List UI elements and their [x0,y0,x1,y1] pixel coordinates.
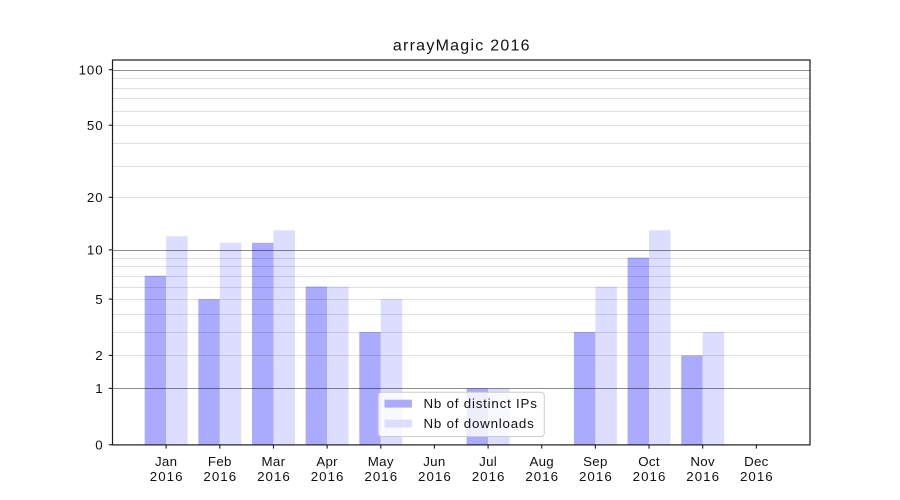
svg-text:50: 50 [87,118,104,133]
svg-text:Sep: Sep [583,454,608,469]
svg-text:Nov: Nov [690,454,715,469]
svg-text:1: 1 [95,381,103,396]
svg-text:Jan: Jan [155,454,177,469]
svg-text:0: 0 [95,438,103,453]
svg-text:May: May [368,454,394,469]
svg-text:2016: 2016 [203,469,237,484]
svg-text:2016: 2016 [525,469,559,484]
svg-text:Jul: Jul [479,454,497,469]
svg-text:2016: 2016 [686,469,720,484]
svg-text:2016: 2016 [418,469,452,484]
svg-text:2016: 2016 [740,469,774,484]
svg-text:2016: 2016 [150,469,184,484]
svg-text:2016: 2016 [257,469,291,484]
svg-text:arrayMagic 2016: arrayMagic 2016 [393,38,531,55]
svg-text:2016: 2016 [472,469,506,484]
svg-text:Oct: Oct [638,454,660,469]
svg-text:Aug: Aug [529,454,554,469]
svg-text:Jun: Jun [423,454,445,469]
svg-text:2: 2 [95,348,103,363]
svg-text:10: 10 [87,243,104,258]
svg-text:2016: 2016 [579,469,613,484]
svg-text:Nb of downloads: Nb of downloads [424,416,535,431]
svg-text:5: 5 [95,292,103,307]
svg-text:2016: 2016 [364,469,398,484]
svg-text:Mar: Mar [262,454,286,469]
svg-text:Feb: Feb [208,454,232,469]
svg-text:100: 100 [79,62,104,77]
svg-text:20: 20 [87,190,104,205]
svg-text:2016: 2016 [311,469,345,484]
svg-text:Apr: Apr [316,454,338,469]
svg-text:Dec: Dec [744,454,769,469]
svg-text:2016: 2016 [633,469,667,484]
svg-text:Nb of distinct IPs: Nb of distinct IPs [424,396,538,411]
